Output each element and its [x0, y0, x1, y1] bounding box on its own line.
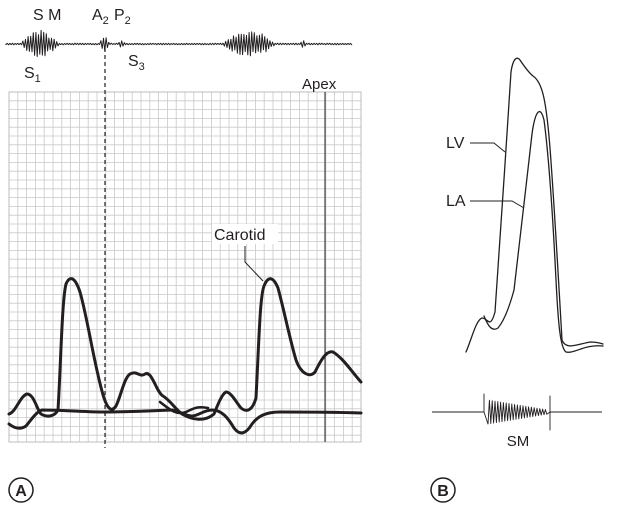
- apex-cardiogram-extra: [158, 400, 210, 415]
- la-label: LA: [446, 193, 466, 210]
- panel-a: S M A2 P2 S1 S3 Apex Carotid A: [5, 7, 363, 503]
- carotid-leader: [244, 246, 264, 282]
- phonocardiogram-trace: [5, 29, 353, 57]
- badge-a-circle: [8, 477, 34, 503]
- lv-pressure-trace: [465, 57, 604, 353]
- grid-border: [8, 91, 362, 443]
- s3-label: S3: [128, 53, 145, 73]
- apex-label: Apex: [302, 76, 337, 93]
- carotid-upstroke-thin: [57, 283, 67, 411]
- sm-label: S M: [33, 7, 61, 24]
- apex-cardiogram-trace: [7, 408, 363, 435]
- panel-b: LV LA SM B: [430, 57, 604, 503]
- badge-b-circle: [430, 477, 456, 503]
- lv-leader: [470, 142, 506, 153]
- badge-a-letter: A: [15, 483, 27, 500]
- lv-label: LV: [446, 135, 465, 152]
- carotid-label: Carotid: [214, 227, 266, 244]
- p2-label: P2: [114, 7, 131, 27]
- badge-b-letter: B: [437, 483, 449, 500]
- sm-murmur-trace: [483, 393, 551, 431]
- a2-label: A2: [92, 7, 109, 27]
- carotid-label-bg: [212, 224, 278, 244]
- la-leader: [470, 200, 525, 209]
- la-pressure-trace: [483, 110, 604, 353]
- s1-label: S1: [24, 65, 41, 85]
- grid: [8, 91, 362, 442]
- sm-label-b: SM: [507, 433, 530, 450]
